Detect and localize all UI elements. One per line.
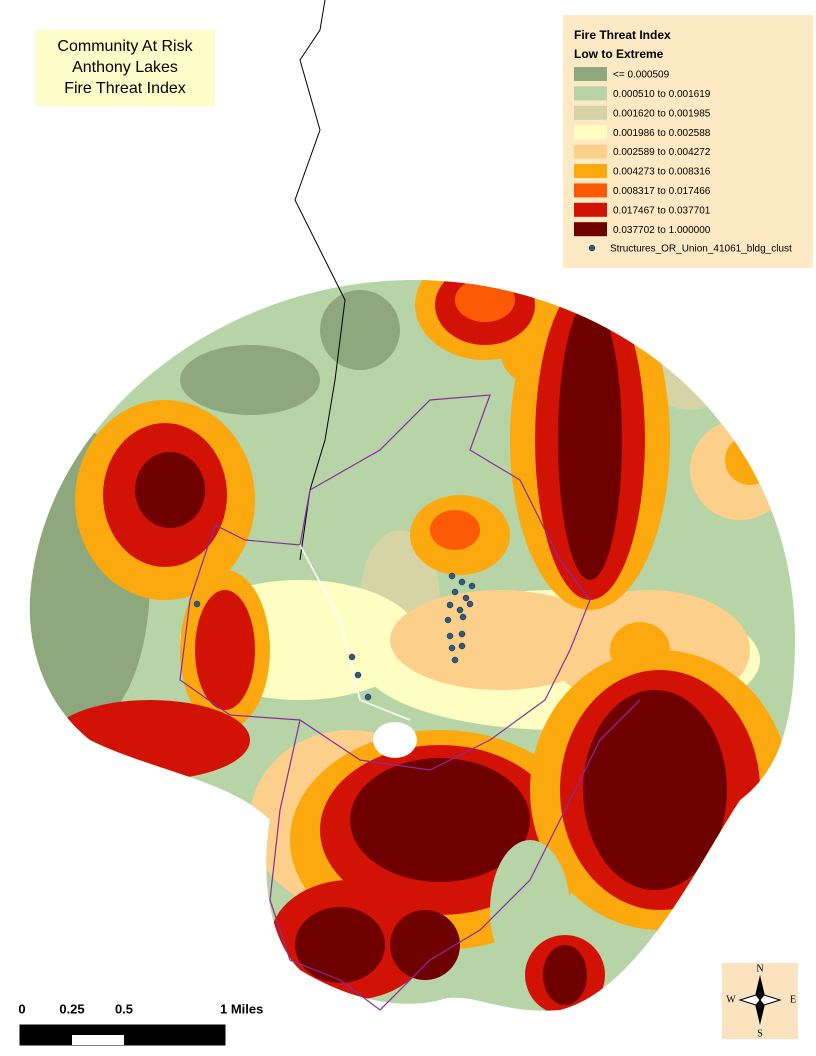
legend-swatch <box>574 86 607 101</box>
scale-label: 1 Miles <box>220 1001 263 1016</box>
legend-label: 0.002589 to 0.004272 <box>613 147 711 158</box>
compass: N E S W <box>722 963 798 1039</box>
legend-label: 0.004273 to 0.008316 <box>613 167 711 178</box>
legend-point-label: Structures_OR_Union_41061_bldg_clust <box>610 244 792 255</box>
title-line: Fire Threat Index <box>64 80 186 97</box>
legend-label: 0.008317 to 0.017466 <box>613 186 711 197</box>
legend-point <box>588 244 596 252</box>
legend-label: 0.001986 to 0.002588 <box>613 128 711 139</box>
legend-label: 0.037702 to 1.000000 <box>613 225 711 236</box>
legend-label: <= 0.000509 <box>613 70 670 81</box>
compass-n: N <box>756 963 763 974</box>
title-line: Anthony Lakes <box>72 59 178 76</box>
compass-s: S <box>757 1028 763 1039</box>
title-box: Community At Risk Anthony Lakes Fire Thr… <box>35 30 215 106</box>
scale-label: 0 <box>18 1001 25 1016</box>
legend-subtitle: Low to Extreme <box>574 47 664 61</box>
legend-title: Fire Threat Index <box>574 28 671 42</box>
legend-swatch <box>574 105 607 120</box>
scale-label: 0.25 <box>59 1001 84 1016</box>
legend-swatch <box>574 125 607 140</box>
compass-w: W <box>726 994 736 1005</box>
legend-swatch <box>574 67 607 81</box>
legend-swatch <box>574 164 607 178</box>
legend: Fire Threat Index Low to Extreme Structu… <box>563 15 813 268</box>
legend-label: 0.017467 to 0.037701 <box>613 205 711 216</box>
compass-e: E <box>790 994 796 1005</box>
legend-swatch <box>574 144 607 159</box>
stream <box>294 0 346 561</box>
legend-swatch <box>574 183 607 198</box>
boundary <box>179 394 641 1011</box>
legend-swatch <box>574 202 607 217</box>
legend-label: 0.001620 to 0.001985 <box>613 108 711 119</box>
road <box>299 544 411 721</box>
title-line: Community At Risk <box>57 38 193 55</box>
legend-swatch <box>574 222 607 237</box>
scale-bar: 0 0.25 0.5 1 Miles <box>18 1001 263 1046</box>
structures <box>193 572 476 701</box>
scale-label: 0.5 <box>115 1001 133 1016</box>
fire-threat-surface <box>29 280 795 1011</box>
legend-label: 0.000510 to 0.001619 <box>613 89 711 100</box>
